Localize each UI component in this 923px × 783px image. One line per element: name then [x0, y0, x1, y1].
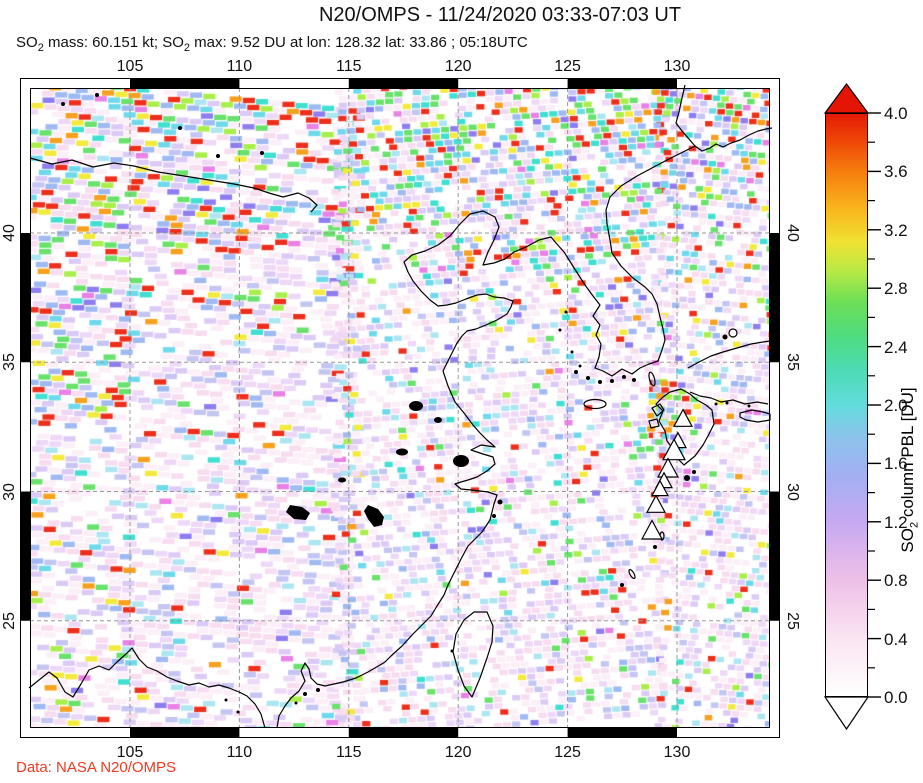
- band-top: [348, 78, 459, 88]
- lon-label-bottom-125: 125: [554, 744, 581, 761]
- lon-label-top-120: 120: [444, 58, 472, 75]
- band-left: [20, 233, 30, 363]
- plot-title: N20/OMPS - 11/24/2020 03:33-07:03 UT: [318, 4, 682, 26]
- lon-label-bottom-115: 115: [336, 744, 362, 761]
- colorbar-tick-label-3.2: 3.2: [884, 220, 908, 240]
- band-bottom: [130, 728, 240, 738]
- lon-label-bottom-110: 110: [226, 744, 253, 761]
- lat-label-left-25: 25: [1, 611, 18, 630]
- lat-label-left-40: 40: [1, 224, 18, 242]
- lat-label-right-30: 30: [784, 482, 801, 501]
- band-left: [20, 491, 30, 621]
- lat-label-right-40: 40: [784, 224, 801, 242]
- lon-label-top-110: 110: [226, 58, 253, 75]
- colorbar-tick-label-0.4: 0.4: [884, 629, 908, 649]
- colorbar-tick-label-2.4: 2.4: [884, 337, 908, 357]
- lon-label-top-105: 105: [116, 58, 144, 75]
- colorbar-tick-label-1.6: 1.6: [884, 454, 908, 474]
- lat-label-left-30: 30: [1, 482, 18, 501]
- colorbar-tick-label-2.0: 2.0: [884, 396, 908, 415]
- subtitle-text: SO: [16, 34, 38, 51]
- band-right: [770, 233, 780, 363]
- colorbar-over-arrow: [823, 82, 870, 114]
- band-bottom: [567, 728, 677, 738]
- colorbar-tick-label-0.8: 0.8: [884, 571, 908, 591]
- lon-label-bottom-130: 130: [663, 744, 691, 761]
- lat-label-right-25: 25: [784, 611, 801, 630]
- lon-label-top-130: 130: [663, 58, 691, 75]
- colorbar-under-arrow: [823, 696, 870, 731]
- lon-label-top-125: 125: [554, 58, 581, 75]
- colorbar-gradient: [825, 113, 868, 697]
- colorbar-tick-label-1.2: 1.2: [884, 512, 908, 532]
- lat-label-left-35: 35: [1, 353, 18, 372]
- colorbar-tick-label-0.0: 0.0: [884, 688, 908, 707]
- colorbar-tick-label-3.6: 3.6: [884, 162, 908, 182]
- band-top: [567, 78, 677, 88]
- lon-label-top-115: 115: [336, 58, 362, 75]
- so2-pixel-field: [30, 88, 770, 728]
- band-bottom: [348, 728, 459, 738]
- colorbar-tick-label-4.0: 4.0: [884, 104, 908, 123]
- plot-subtitle: SO2 mass: 60.151 kt; SO2 max: 9.52 DU at…: [16, 34, 528, 54]
- lon-label-bottom-120: 120: [444, 744, 472, 761]
- band-top: [130, 78, 240, 88]
- lon-label-bottom-105: 105: [116, 744, 144, 761]
- band-right: [770, 491, 780, 621]
- lat-label-right-35: 35: [784, 353, 801, 372]
- colorbar-tick-label-2.8: 2.8: [884, 279, 908, 299]
- colorbar-ticks: [868, 112, 881, 698]
- data-credit: Data: NASA N20/OMPS: [16, 759, 177, 776]
